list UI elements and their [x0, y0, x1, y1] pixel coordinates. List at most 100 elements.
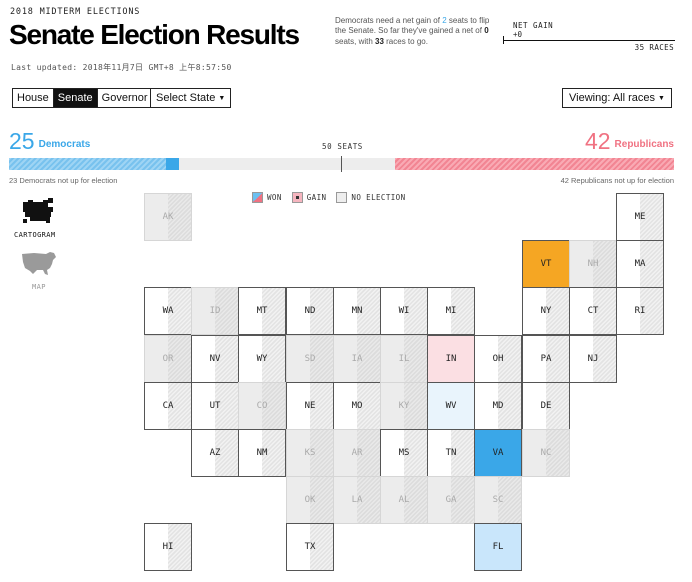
- state-tile-ne[interactable]: NE: [286, 382, 334, 430]
- state-tile-ct[interactable]: CT: [569, 287, 617, 335]
- state-tile-wy[interactable]: WY: [238, 335, 286, 383]
- incumbent-hatch: [404, 383, 427, 429]
- races-count: 35 RACES: [634, 43, 674, 52]
- map-legend: WON GAIN NO ELECTION: [252, 192, 416, 203]
- state-tile-nh[interactable]: NH: [569, 240, 617, 288]
- incumbent-hatch: [593, 336, 616, 382]
- state-tile-pa[interactable]: PA: [522, 335, 570, 383]
- state-abbr: KY: [398, 401, 410, 411]
- state-abbr: MT: [256, 306, 268, 316]
- state-abbr: ID: [209, 306, 221, 316]
- state-abbr: VA: [492, 448, 504, 458]
- map-label[interactable]: MAP: [32, 283, 46, 291]
- state-tile-tn[interactable]: TN: [427, 429, 475, 477]
- incumbent-hatch: [215, 383, 238, 429]
- state-abbr: AZ: [209, 448, 221, 458]
- state-tile-wi[interactable]: WI: [380, 287, 428, 335]
- state-tile-co[interactable]: CO: [238, 382, 286, 430]
- state-tile-ca[interactable]: CA: [144, 382, 192, 430]
- state-tile-ri[interactable]: RI: [616, 287, 664, 335]
- state-tile-mi[interactable]: MI: [427, 287, 475, 335]
- state-tile-me[interactable]: ME: [616, 193, 664, 241]
- state-tile-nm[interactable]: NM: [238, 429, 286, 477]
- incumbent-hatch: [546, 430, 569, 476]
- state-abbr: AR: [351, 448, 363, 458]
- state-tile-wa[interactable]: WA: [144, 287, 192, 335]
- state-abbr: NC: [540, 448, 552, 458]
- state-tile-md[interactable]: MD: [474, 382, 522, 430]
- state-tile-ak[interactable]: AK: [144, 193, 192, 241]
- us-map-icon[interactable]: [20, 250, 58, 276]
- state-tile-ny[interactable]: NY: [522, 287, 570, 335]
- incumbent-hatch: [168, 336, 191, 382]
- viewing-dropdown[interactable]: Viewing: All races ▼: [562, 88, 672, 108]
- state-tile-az[interactable]: AZ: [191, 429, 239, 477]
- state-abbr: TN: [445, 448, 457, 458]
- state-tile-or[interactable]: OR: [144, 335, 192, 383]
- state-abbr: DE: [540, 401, 552, 411]
- state-tile-oh[interactable]: OH: [474, 335, 522, 383]
- legend-none-label: NO ELECTION: [351, 193, 406, 202]
- state-tile-wv[interactable]: WV: [427, 382, 475, 430]
- incumbent-hatch: [357, 430, 380, 476]
- state-abbr: NJ: [587, 354, 599, 364]
- state-tile-nc[interactable]: NC: [522, 429, 570, 477]
- state-abbr: MN: [351, 306, 363, 316]
- state-abbr: RI: [634, 306, 646, 316]
- state-abbr: IA: [351, 354, 363, 364]
- state-tile-la[interactable]: LA: [333, 476, 381, 524]
- state-tile-sc[interactable]: SC: [474, 476, 522, 524]
- cartogram-label[interactable]: CARTOGRAM: [14, 231, 56, 239]
- state-tile-de[interactable]: DE: [522, 382, 570, 430]
- state-tile-tx[interactable]: TX: [286, 523, 334, 571]
- state-abbr: CO: [256, 401, 268, 411]
- state-tile-mn[interactable]: MN: [333, 287, 381, 335]
- state-abbr: OK: [304, 495, 316, 505]
- incumbent-hatch: [357, 383, 380, 429]
- dem-seat-total: 25 Democrats: [9, 128, 90, 155]
- state-tile-nv[interactable]: NV: [191, 335, 239, 383]
- legend-won-label: WON: [267, 193, 282, 202]
- incumbent-hatch: [546, 288, 569, 334]
- state-tile-ia[interactable]: IA: [333, 335, 381, 383]
- state-abbr: OH: [492, 354, 504, 364]
- state-tile-nd[interactable]: ND: [286, 287, 334, 335]
- state-abbr: NV: [209, 354, 221, 364]
- select-state-dropdown[interactable]: Select State ▼: [150, 88, 232, 108]
- state-abbr: NY: [540, 306, 552, 316]
- state-tile-al[interactable]: AL: [380, 476, 428, 524]
- state-tile-va[interactable]: VA: [474, 429, 522, 477]
- state-tile-ms[interactable]: MS: [380, 429, 428, 477]
- state-abbr: CA: [162, 401, 174, 411]
- state-tile-il[interactable]: IL: [380, 335, 428, 383]
- state-abbr: NE: [304, 401, 316, 411]
- incumbent-hatch: [310, 336, 333, 382]
- state-tile-hi[interactable]: HI: [144, 523, 192, 571]
- blurb-text-3: seats, with: [335, 36, 376, 46]
- state-abbr: MD: [492, 401, 504, 411]
- state-tile-vt[interactable]: VT: [522, 240, 570, 288]
- state-tile-ar[interactable]: AR: [333, 429, 381, 477]
- state-tile-nj[interactable]: NJ: [569, 335, 617, 383]
- state-tile-ma[interactable]: MA: [616, 240, 664, 288]
- state-tile-fl[interactable]: FL: [474, 523, 522, 571]
- state-tile-ks[interactable]: KS: [286, 429, 334, 477]
- rep-seats-bar: [395, 158, 674, 170]
- cartogram-icon[interactable]: [21, 196, 57, 224]
- state-abbr: NH: [587, 259, 599, 269]
- state-tile-ky[interactable]: KY: [380, 382, 428, 430]
- races-remaining: 33: [375, 36, 384, 46]
- state-tile-mt[interactable]: MT: [238, 287, 286, 335]
- state-tile-ut[interactable]: UT: [191, 382, 239, 430]
- state-tile-ga[interactable]: GA: [427, 476, 475, 524]
- state-abbr: LA: [351, 495, 363, 505]
- incumbent-hatch: [262, 383, 285, 429]
- state-tile-sd[interactable]: SD: [286, 335, 334, 383]
- tab-governor[interactable]: Governor: [96, 88, 153, 108]
- state-tile-mo[interactable]: MO: [333, 382, 381, 430]
- state-abbr: WA: [162, 306, 174, 316]
- state-tile-id[interactable]: ID: [191, 287, 239, 335]
- state-tile-ok[interactable]: OK: [286, 476, 334, 524]
- state-tile-in[interactable]: IN: [427, 335, 475, 383]
- incumbent-hatch: [593, 288, 616, 334]
